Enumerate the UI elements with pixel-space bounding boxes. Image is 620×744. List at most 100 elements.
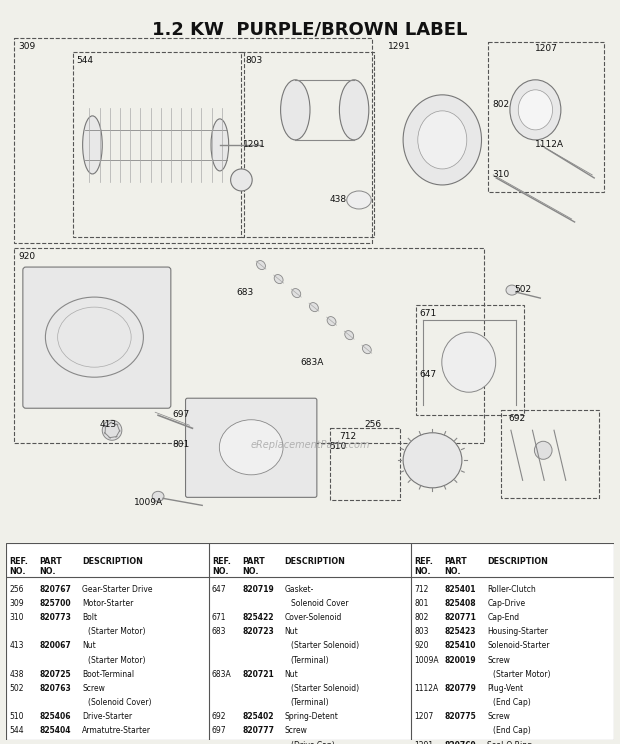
Text: 825402: 825402 <box>242 712 273 721</box>
Text: Roller-Clutch: Roller-Clutch <box>487 585 536 594</box>
Text: 1009A: 1009A <box>133 498 162 507</box>
Ellipse shape <box>518 90 552 130</box>
Text: (End Cap): (End Cap) <box>494 698 531 707</box>
Ellipse shape <box>534 441 552 459</box>
Text: 502: 502 <box>9 684 24 693</box>
Text: 309: 309 <box>18 42 35 51</box>
Text: 438: 438 <box>330 195 347 204</box>
Ellipse shape <box>231 169 252 191</box>
Text: Solenoid Cover: Solenoid Cover <box>291 599 348 608</box>
Text: (Starter Motor): (Starter Motor) <box>88 655 146 664</box>
Text: 1112A: 1112A <box>414 684 438 693</box>
Ellipse shape <box>257 260 265 269</box>
Ellipse shape <box>281 80 310 140</box>
Text: Solenoid-Starter: Solenoid-Starter <box>487 641 550 650</box>
Text: 803: 803 <box>246 56 262 65</box>
Text: 820777: 820777 <box>242 726 274 736</box>
Text: REF.
NO.: REF. NO. <box>414 557 433 577</box>
Text: 697: 697 <box>173 410 190 419</box>
Text: 712: 712 <box>414 585 428 594</box>
Text: Armatutre-Starter: Armatutre-Starter <box>82 726 151 736</box>
Text: DESCRIPTION: DESCRIPTION <box>285 557 345 566</box>
Text: (Solenoid Cover): (Solenoid Cover) <box>88 698 152 707</box>
Text: 920: 920 <box>18 252 35 261</box>
Text: 820773: 820773 <box>40 613 71 622</box>
Text: Seal-O Ring: Seal-O Ring <box>487 741 532 744</box>
FancyBboxPatch shape <box>185 398 317 497</box>
Text: REF.
NO.: REF. NO. <box>212 557 231 577</box>
Bar <box>14 38 372 243</box>
Text: 820767: 820767 <box>40 585 71 594</box>
Text: 825404: 825404 <box>40 726 71 736</box>
Text: 544: 544 <box>9 726 24 736</box>
Text: Nut: Nut <box>285 670 298 679</box>
Text: 820771: 820771 <box>445 613 477 622</box>
Text: Screw: Screw <box>82 684 105 693</box>
Text: 310: 310 <box>9 613 24 622</box>
Text: 683A: 683A <box>300 358 324 368</box>
Text: DESCRIPTION: DESCRIPTION <box>82 557 143 566</box>
Text: Screw: Screw <box>487 712 510 721</box>
Text: 825401: 825401 <box>445 585 476 594</box>
Text: 310: 310 <box>492 170 510 179</box>
Text: Gasket-: Gasket- <box>285 585 314 594</box>
Ellipse shape <box>510 80 561 140</box>
Ellipse shape <box>418 111 467 169</box>
Text: Cover-Solenoid: Cover-Solenoid <box>285 613 342 622</box>
Text: 683: 683 <box>212 627 226 636</box>
Text: 544: 544 <box>77 56 94 65</box>
Text: Nut: Nut <box>285 627 298 636</box>
Text: (Starter Motor): (Starter Motor) <box>88 627 146 636</box>
Text: Screw: Screw <box>285 726 308 736</box>
Text: (End Cap): (End Cap) <box>494 726 531 736</box>
Text: (Drive Cap): (Drive Cap) <box>291 741 335 744</box>
Text: (Starter Solenoid): (Starter Solenoid) <box>291 641 359 650</box>
Text: 1.2 KW  PURPLE/BROWN LABEL: 1.2 KW PURPLE/BROWN LABEL <box>153 21 467 39</box>
Text: 820763: 820763 <box>40 684 71 693</box>
Ellipse shape <box>211 119 229 171</box>
Text: 510: 510 <box>330 442 347 452</box>
Text: 820775: 820775 <box>445 712 476 721</box>
Text: Cap-Drive: Cap-Drive <box>487 599 525 608</box>
Text: 825423: 825423 <box>445 627 476 636</box>
Text: 256: 256 <box>9 585 24 594</box>
Text: Housing-Starter: Housing-Starter <box>487 627 548 636</box>
Text: 309: 309 <box>9 599 24 608</box>
Text: 801: 801 <box>414 599 428 608</box>
Bar <box>73 52 244 237</box>
Text: 671: 671 <box>420 309 437 318</box>
Text: 802: 802 <box>492 100 510 109</box>
Text: 1291: 1291 <box>414 741 433 744</box>
Text: 825422: 825422 <box>242 613 273 622</box>
Text: Screw: Screw <box>487 655 510 664</box>
FancyBboxPatch shape <box>23 267 171 408</box>
Ellipse shape <box>274 275 283 283</box>
Text: 1291: 1291 <box>244 140 266 149</box>
Text: 647: 647 <box>212 585 226 594</box>
Text: 803: 803 <box>414 627 429 636</box>
Text: 802: 802 <box>414 613 428 622</box>
Text: 820779: 820779 <box>445 684 477 693</box>
Ellipse shape <box>153 491 164 501</box>
Ellipse shape <box>442 332 496 392</box>
Text: 712: 712 <box>339 432 356 441</box>
Text: 692: 692 <box>212 712 226 721</box>
Text: 820719: 820719 <box>242 585 274 594</box>
Text: 1009A: 1009A <box>414 655 439 664</box>
Text: 1291: 1291 <box>388 42 411 51</box>
Text: (Starter Solenoid): (Starter Solenoid) <box>291 684 359 693</box>
Text: REF.
NO.: REF. NO. <box>9 557 28 577</box>
Ellipse shape <box>363 344 371 353</box>
Text: (Starter Motor): (Starter Motor) <box>494 670 551 679</box>
Text: 1112A: 1112A <box>536 140 564 149</box>
Text: Nut: Nut <box>82 641 96 650</box>
Text: 413: 413 <box>9 641 24 650</box>
Text: Plug-Vent: Plug-Vent <box>487 684 523 693</box>
Text: 820019: 820019 <box>445 655 476 664</box>
Bar <box>330 429 400 501</box>
Ellipse shape <box>506 285 518 295</box>
Text: Motor-Starter: Motor-Starter <box>82 599 133 608</box>
Text: 510: 510 <box>9 712 24 721</box>
Text: 692: 692 <box>508 414 525 423</box>
Text: 820067: 820067 <box>40 641 71 650</box>
